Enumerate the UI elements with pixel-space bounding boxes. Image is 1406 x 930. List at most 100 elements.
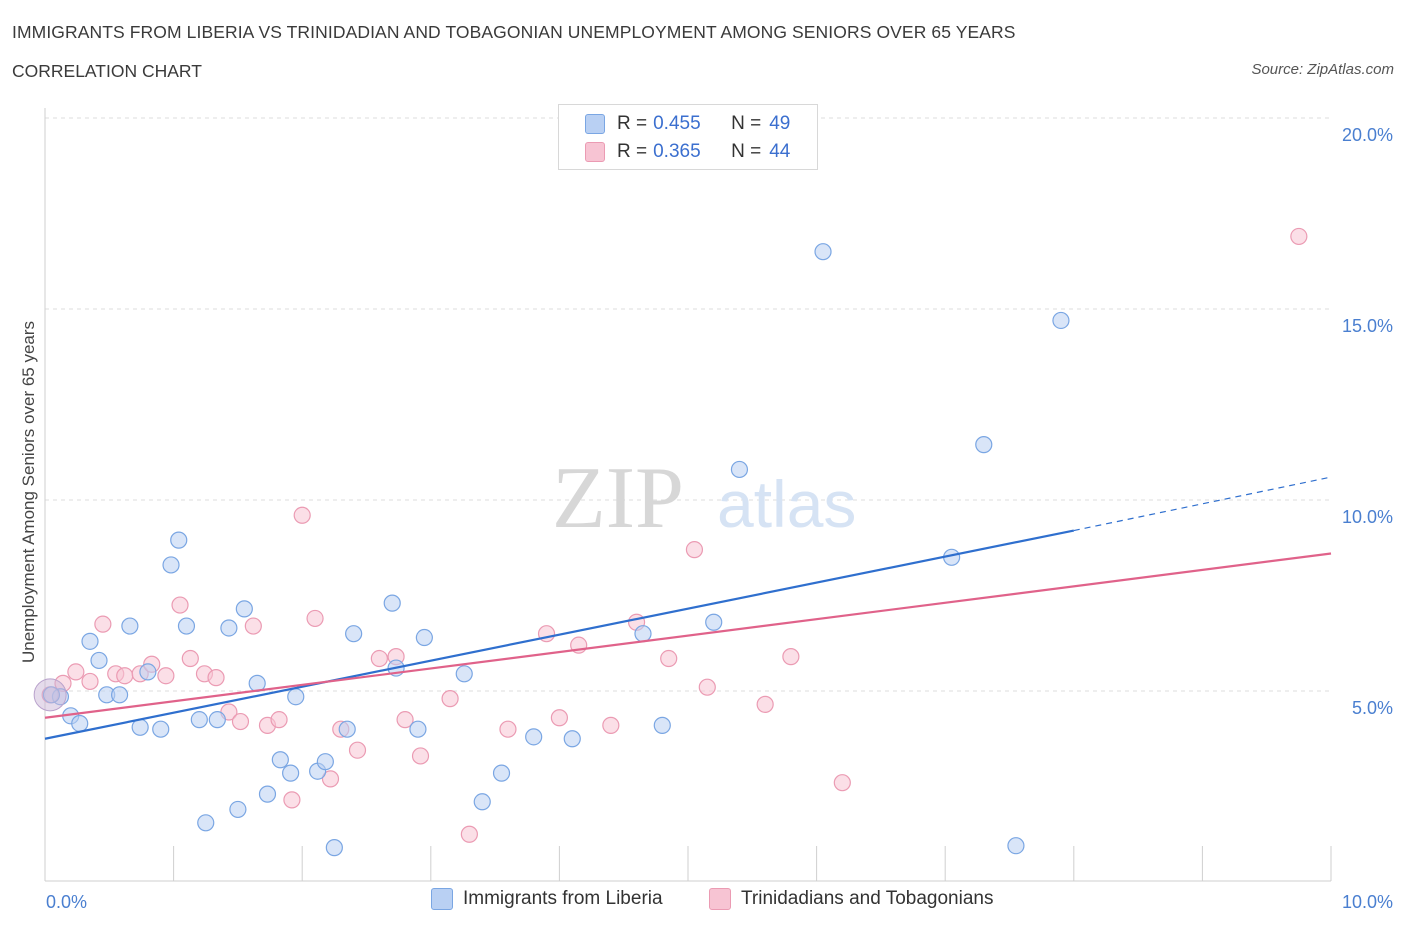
data-point xyxy=(181,649,199,668)
data-point xyxy=(152,720,170,738)
data-point xyxy=(653,716,671,734)
data-point xyxy=(208,711,226,729)
data-point xyxy=(81,672,99,691)
pink-swatch xyxy=(709,888,731,910)
data-point xyxy=(1290,227,1308,246)
legend-row-pink: R = 0.365 N = 44 xyxy=(585,139,790,165)
data-point xyxy=(492,764,511,782)
data-point xyxy=(473,793,491,811)
data-point xyxy=(370,649,388,668)
data-point xyxy=(71,714,89,733)
x-tick-label: 10.0% xyxy=(1342,892,1393,912)
data-point xyxy=(162,556,180,574)
data-point xyxy=(455,665,473,683)
source-label: Source: ZipAtlas.com xyxy=(1251,61,1394,78)
data-point xyxy=(116,667,134,685)
data-point xyxy=(602,716,620,734)
data-point xyxy=(190,711,208,729)
n-value: 44 xyxy=(769,141,791,162)
y-tick-label: 5.0% xyxy=(1352,698,1393,718)
legend-label: Immigrants from Liberia xyxy=(463,888,663,909)
data-point xyxy=(235,600,253,618)
data-point xyxy=(975,436,993,454)
data-point xyxy=(316,753,334,771)
x-tick-label: 0.0% xyxy=(46,892,87,912)
legend-row-blue: R = 0.455 N = 49 xyxy=(585,111,790,137)
n-label: N = xyxy=(731,113,762,134)
data-point xyxy=(814,243,832,261)
data-point xyxy=(685,541,704,559)
correlation-legend: R = 0.455 N = 49 R = 0.365 N = 44 xyxy=(558,104,818,170)
data-point xyxy=(282,764,300,782)
data-point-large xyxy=(33,678,67,712)
data-point xyxy=(396,711,414,729)
data-point xyxy=(81,632,99,650)
data-point xyxy=(306,609,324,628)
series-immigrants-from-liberia xyxy=(33,243,1070,857)
chart-subtitle: CORRELATION CHART xyxy=(12,61,202,81)
data-point xyxy=(139,663,157,681)
x-tick-labels: 0.0% 10.0% xyxy=(46,892,1393,912)
r-label: R = xyxy=(617,113,648,134)
axes xyxy=(44,108,1332,882)
trend-line-liberia xyxy=(44,529,1075,740)
data-point xyxy=(197,814,215,832)
data-point xyxy=(1007,837,1025,855)
data-point xyxy=(293,506,311,524)
n-label: N = xyxy=(731,141,762,162)
data-point xyxy=(550,709,569,727)
watermark: ZIP atlas xyxy=(552,450,856,547)
data-point xyxy=(90,651,108,670)
data-point xyxy=(698,678,716,696)
data-point xyxy=(730,460,749,479)
data-point xyxy=(383,594,401,612)
data-point xyxy=(325,839,343,857)
data-point xyxy=(345,625,363,643)
data-point xyxy=(705,613,723,631)
data-point xyxy=(756,695,774,713)
data-point xyxy=(660,649,678,668)
data-point xyxy=(67,663,85,681)
data-point xyxy=(634,625,652,643)
data-point xyxy=(499,720,517,738)
data-point xyxy=(409,720,427,738)
r-value: 0.455 xyxy=(653,113,701,134)
data-point xyxy=(94,615,112,633)
data-point xyxy=(271,751,289,769)
chart-title: IMMIGRANTS FROM LIBERIA VS TRINIDADIAN A… xyxy=(12,22,1016,42)
data-point xyxy=(229,800,247,819)
watermark-zip: ZIP xyxy=(552,450,684,547)
data-point xyxy=(220,619,238,637)
legend-label: Trinidadians and Tobagonians xyxy=(741,888,994,909)
y-tick-label: 10.0% xyxy=(1342,507,1393,527)
data-point xyxy=(171,596,189,614)
r-label: R = xyxy=(617,141,648,162)
legend-item-liberia: Immigrants from Liberia xyxy=(431,888,663,910)
data-point xyxy=(833,774,851,792)
data-point xyxy=(177,617,196,635)
data-point xyxy=(244,617,262,635)
data-point xyxy=(170,531,188,549)
data-point xyxy=(525,728,543,746)
legend-item-trinidad: Trinidadians and Tobagonians xyxy=(709,888,993,910)
blue-swatch xyxy=(585,114,605,134)
data-point xyxy=(563,730,581,748)
data-point xyxy=(270,711,288,729)
data-point xyxy=(207,669,225,687)
data-point xyxy=(348,741,367,759)
trend-lines xyxy=(44,476,1332,740)
trend-line-trinidad xyxy=(44,552,1332,719)
data-point xyxy=(283,791,301,809)
data-point xyxy=(110,686,129,704)
data-point xyxy=(415,628,433,647)
series-legend: Immigrants from Liberia Trinidadians and… xyxy=(0,888,1406,916)
data-point xyxy=(321,770,340,788)
data-point xyxy=(782,648,800,666)
data-point xyxy=(258,785,277,803)
data-point xyxy=(1052,311,1070,330)
data-point xyxy=(231,712,250,731)
y-tick-label: 20.0% xyxy=(1342,125,1393,145)
y-tick-label: 15.0% xyxy=(1342,316,1393,336)
series-trinidadians-and-tobagonians xyxy=(41,227,1308,843)
